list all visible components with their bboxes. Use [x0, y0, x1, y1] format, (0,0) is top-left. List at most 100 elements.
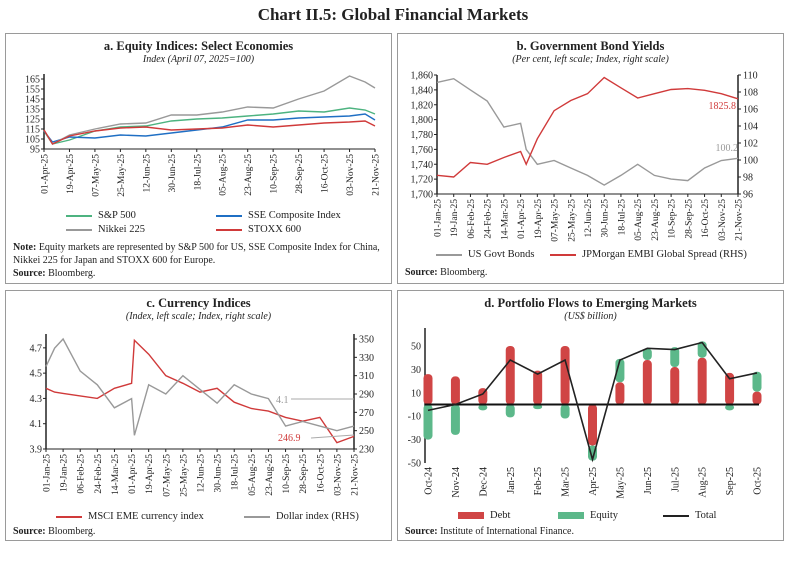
x-tick-label: 12-Jun-25 [584, 199, 594, 238]
y2-tick-label: 250 [359, 426, 374, 437]
bar-debt [752, 391, 762, 405]
chart-note: Note: Equity markets are represented by … [13, 242, 380, 266]
y2-tick-label: 350 [359, 335, 374, 346]
x-tick-label: 24-Feb-25 [484, 199, 494, 239]
x-tick-label: 19-Jan-25 [450, 199, 460, 237]
legend-item-msci: MSCI EME currency index [56, 511, 204, 522]
x-tick-label: 30-Jun-25 [168, 154, 178, 193]
x-tick-label: 23-Aug-25 [651, 199, 661, 241]
bar-debt [697, 357, 707, 405]
annotation-last-value: 4.1 [276, 395, 289, 406]
x-tick-label: 28-Sep-25 [295, 154, 305, 194]
x-tick-label: 30-Jun-25 [601, 199, 611, 238]
panel-title: b. Government Bond Yields [516, 39, 665, 53]
x-tick-label: 07-May-25 [91, 154, 101, 197]
x-tick-label: 23-Aug-25 [265, 454, 275, 496]
legend-item-nikkei: Nikkei 225 [66, 224, 145, 235]
legend-label: Equity [590, 510, 618, 521]
x-tick-label: 03-Nov-25 [346, 154, 356, 196]
y-tick-label: 50 [411, 342, 421, 353]
bar-debt [450, 376, 460, 405]
annotation-last-value: 100.2 [716, 143, 739, 154]
legend-label: Dollar index (RHS) [276, 511, 359, 522]
x-tick-label: 16-Oct-25 [316, 454, 326, 493]
y-tick-label: 30 [411, 365, 421, 376]
chart-portfolio-flows: -50 -30 -10 10 30 50 Oct-24 Nov-24 Dec-24 Jan-25 F… [408, 328, 764, 499]
x-tick-label: 06-Feb-25 [77, 454, 87, 494]
legend-item-equity: Equity [558, 510, 618, 521]
chart-bond-yields: 1,700 1,720 1,740 1,760 1,780 1,800 1,820 1,840… [411, 71, 759, 242]
y-tick-label: -30 [408, 435, 421, 446]
y-tick-label: 105 [25, 135, 40, 146]
y-tick-label: 165 [25, 75, 40, 86]
x-tick-label: 19-Apr-25 [66, 154, 76, 194]
bar-debt [560, 346, 570, 405]
y-tick-label: 115 [25, 125, 40, 136]
y2-tick-label: 330 [359, 353, 374, 364]
panel-subtitle: Index (April 07, 2025=100) [142, 54, 255, 65]
x-tick-label: 12-Jun-25 [142, 154, 152, 193]
bar-equity [423, 404, 433, 440]
x-tick-label: 01-Apr-25 [128, 454, 138, 494]
bar-debt [423, 374, 433, 405]
x-tick-label: 05-Aug-25 [219, 154, 229, 196]
legend-label: MSCI EME currency index [88, 511, 204, 522]
y2-tick-label: 104 [743, 122, 758, 133]
bar-equity [642, 348, 652, 361]
x-tick-label: 18-Jul-25 [193, 154, 203, 191]
y-tick-label: 95 [30, 145, 40, 156]
y-tick-label: 4.5 [30, 369, 43, 380]
panel-subtitle: (Index, left scale; Index, right scale) [125, 311, 272, 322]
x-tick-label: 12-Jun-25 [197, 454, 207, 493]
y-tick-label: 1,700 [411, 190, 434, 201]
x-tick-label: 21-Nov-25 [351, 454, 361, 496]
legend-item-sse: SSE Composite Index [216, 210, 341, 221]
x-tick-label: 28-Sep-25 [299, 454, 309, 494]
panel-subtitle: (Per cent, left scale; Index, right scal… [512, 54, 669, 65]
panel-title: d. Portfolio Flows to Emerging Markets [484, 296, 697, 310]
panel-portfolio-flows: -50 -30 -10 10 30 50 Oct-24 Nov-24 Dec-24 Jan-25 F… [397, 290, 784, 541]
x-tick-label: Feb-25 [533, 467, 544, 495]
y2-tick-label: 102 [743, 139, 758, 150]
y-tick-label: 155 [25, 85, 40, 96]
x-tick-label: 25-May-25 [567, 199, 577, 242]
panel-title: c. Currency Indices [146, 296, 251, 310]
x-tick-label: Apr-25 [588, 467, 599, 496]
panel-subtitle: (US$ billion) [564, 311, 617, 322]
x-tick-label: 28-Sep-25 [684, 199, 694, 239]
y2-tick-label: 106 [743, 105, 758, 116]
x-tick-label: 19-Jan-25 [60, 454, 70, 492]
annotation-leader [310, 434, 355, 439]
legend-label: Total [695, 510, 717, 521]
x-tick-label: 16-Oct-25 [321, 154, 331, 193]
bar-equity [450, 404, 460, 435]
x-tick-label: 01-Apr-25 [41, 154, 51, 194]
series-line-stoxx-600 [43, 120, 376, 145]
y2-tick-label: 96 [743, 190, 753, 201]
x-tick-label: 21-Nov-25 [372, 154, 382, 196]
y2-tick-label: 110 [743, 71, 758, 82]
x-tick-label: 19-Apr-25 [145, 454, 155, 494]
bar-equity [725, 404, 735, 411]
y2-tick-label: 98 [743, 173, 753, 184]
x-tick-label: 18-Jul-25 [617, 199, 627, 236]
x-tick-label: 05-Aug-25 [634, 199, 644, 241]
y-tick-label: 135 [25, 105, 40, 116]
x-tick-label: 30-Jun-25 [214, 454, 224, 493]
legend-item-us-govt-bonds: US Govt Bonds [436, 249, 535, 260]
y2-tick-label: 230 [359, 445, 374, 456]
x-tick-label: 03-Nov-25 [718, 199, 728, 241]
bar-equity [752, 371, 762, 392]
x-tick-label: 10-Sep-25 [282, 454, 292, 494]
legend-label: Debt [490, 510, 511, 521]
legend-item-embi: JPMorgan EMBI Global Spread (RHS) [550, 249, 747, 260]
y2-tick-label: 100 [743, 156, 758, 167]
x-tick-label: Sep-25 [725, 467, 736, 495]
series-line-s-p-500 [43, 107, 376, 145]
bar-equity [560, 404, 570, 419]
bar-equity [478, 404, 488, 411]
x-tick-label: 05-Aug-25 [248, 454, 258, 496]
bar-debt [642, 360, 652, 405]
chart-source: Source: Institute of International Finan… [405, 526, 574, 537]
series-line-dollar-index-rhs- [45, 337, 355, 436]
